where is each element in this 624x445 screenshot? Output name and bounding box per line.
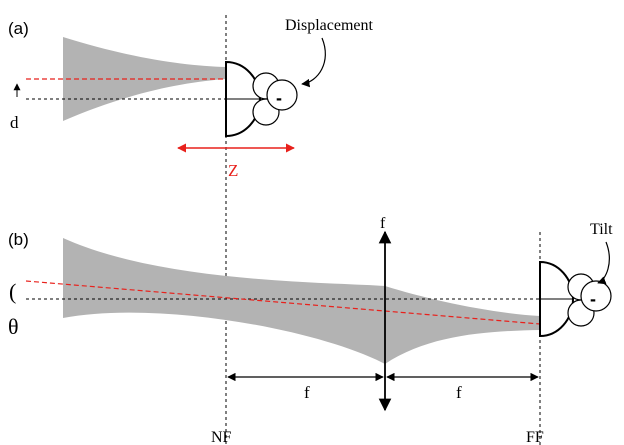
angle-bracket: (: [9, 279, 16, 304]
far-field-label: FF: [526, 429, 544, 445]
panel-a-label: (a): [8, 19, 29, 38]
panel-b: (b) ( θ f f f - Tilt N: [8, 215, 613, 445]
beam-a: [63, 37, 226, 121]
beam-b: [63, 238, 540, 364]
lens-f-label: f: [380, 215, 386, 232]
displacement-label: Displacement: [285, 17, 374, 34]
sign-b: -: [590, 289, 596, 309]
focal-f-right-label: f: [456, 383, 462, 402]
tilt-label: Tilt: [590, 221, 613, 238]
detector-a: -: [225, 60, 298, 138]
sign-a: -: [276, 88, 282, 108]
axial-z-label: Z: [228, 161, 238, 180]
tilted-axis-b: [25, 280, 541, 325]
offset-d-label: d: [10, 113, 19, 132]
angle-theta-label: θ: [8, 314, 19, 339]
near-field-label: NF: [211, 429, 232, 445]
detector-b: -: [539, 260, 612, 338]
tilt-arrow: [597, 241, 610, 285]
displacement-arrow: [301, 37, 326, 88]
panel-b-label: (b): [8, 230, 29, 249]
panel-a: (a) d - Displacement Z: [8, 15, 374, 445]
focal-f-left-label: f: [304, 383, 310, 402]
